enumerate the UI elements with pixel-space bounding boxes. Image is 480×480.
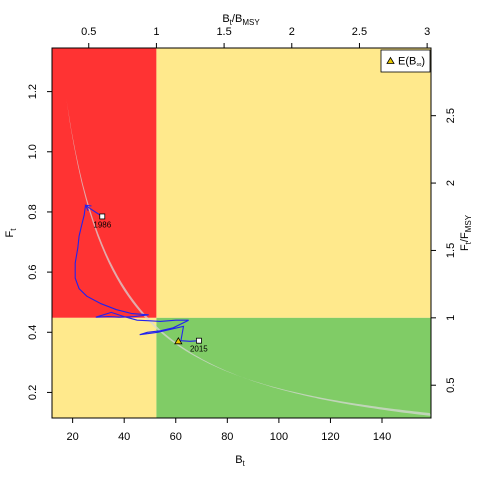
bottom-axis: 20 40 60 80 100 120 140 [67, 418, 391, 443]
trajectory-line [74, 204, 200, 342]
top-tick-label: 0.5 [81, 26, 96, 38]
top-tick-label: 1 [153, 26, 159, 38]
top-tick-label: 1.5 [216, 26, 231, 38]
right-tick-label: 1.5 [445, 243, 457, 258]
x-tick-label: 20 [67, 431, 79, 443]
year-markers: 1986 2015 [93, 213, 208, 354]
top-tick-label: 2 [289, 26, 295, 38]
x-axis-title: Bt [235, 454, 245, 468]
x-tick-label: 80 [221, 431, 233, 443]
zones [52, 48, 431, 418]
top-tick-label: 2.5 [352, 26, 367, 38]
right-tick-label: 2 [445, 180, 457, 186]
end-year-marker [196, 337, 202, 344]
top-axis-title: Bt/BMSY [222, 13, 260, 27]
x-tick-label: 60 [170, 431, 182, 443]
right-axis-title: Ft/FMSY [459, 214, 473, 251]
y-tick-label: 0.4 [27, 325, 39, 340]
top-tick-label: 3 [424, 26, 430, 38]
trajectory-arrowhead-path [84, 204, 92, 211]
zone-yellow-top [156, 48, 431, 318]
x-tick-label: 120 [321, 431, 339, 443]
y-tick-label: 0.6 [27, 264, 39, 279]
y-axis-title: Ft [4, 228, 18, 238]
trajectory-arrowhead [84, 204, 92, 211]
top-axis: 0.5 1 1.5 2 2.5 3 [81, 26, 430, 48]
x-tick-label: 40 [118, 431, 130, 443]
legend-label: E(B∞) [398, 56, 425, 69]
start-year-label: 1986 [93, 220, 111, 229]
legend-box [380, 49, 431, 73]
zone-red [52, 48, 157, 318]
legend: E(B∞) [380, 49, 431, 73]
zone-green [156, 317, 431, 418]
x-tick-label: 140 [373, 431, 391, 443]
y-tick-label: 0.8 [27, 204, 39, 219]
plot-frame [51, 47, 432, 419]
right-tick-label: 0.5 [445, 378, 457, 393]
x-tick-label: 100 [270, 431, 288, 443]
y-tick-label: 1.0 [27, 144, 39, 159]
zone-yellow-bottom [52, 317, 157, 418]
right-tick-label: 1 [445, 315, 457, 321]
y-tick-label: 1.2 [27, 84, 39, 99]
expected-equilibrium-marker [174, 336, 183, 345]
right-tick-label: 2.5 [445, 108, 457, 123]
start-year-marker [99, 213, 106, 220]
y-tick-label: 0.2 [27, 385, 39, 400]
end-year-label: 2015 [190, 345, 208, 354]
legend-triangle-icon [386, 56, 395, 64]
right-axis: 0.5 1 1.5 2 2.5 [431, 108, 457, 393]
left-axis: 0.2 0.4 0.6 0.8 1.0 1.2 [27, 84, 52, 400]
